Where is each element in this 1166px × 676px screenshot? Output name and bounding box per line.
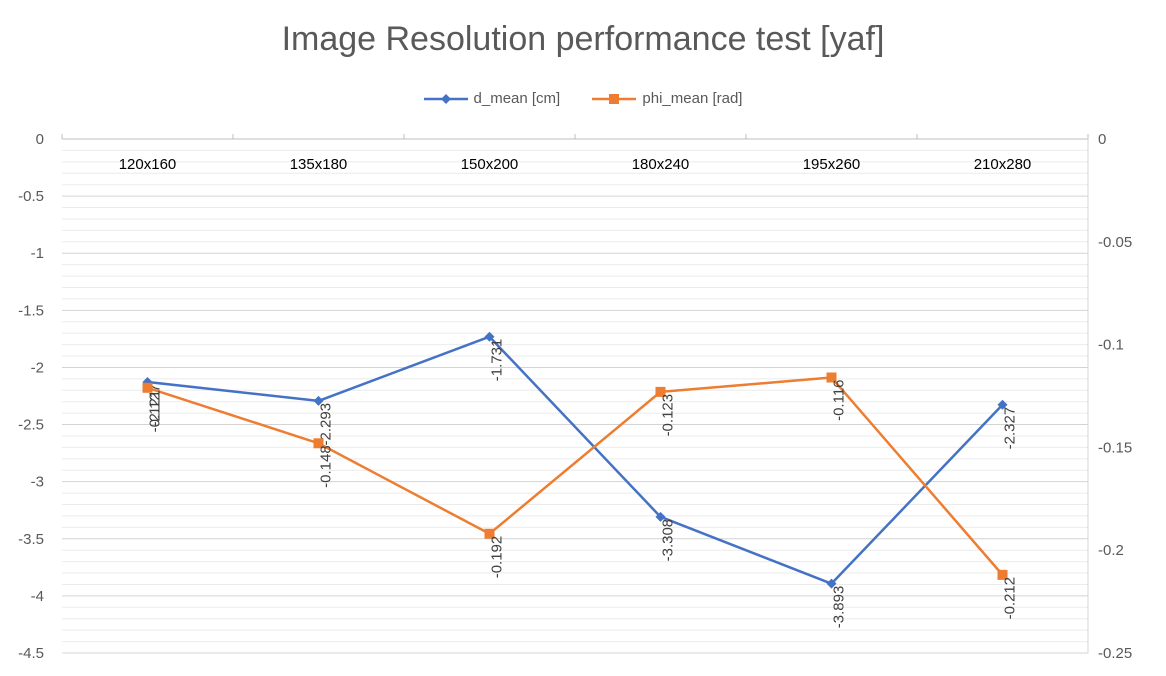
right-axis-tick-label: -0.1: [1098, 337, 1124, 354]
left-axis-tick-label: -1: [31, 245, 44, 262]
chart-title: Image Resolution performance test [yaf]: [281, 20, 885, 58]
data-label: -0.148: [318, 445, 335, 488]
data-label: -0.121: [147, 390, 164, 433]
left-axis-tick-label: -2: [31, 359, 44, 376]
data-point-marker: [655, 511, 666, 522]
category-label: 195x260: [803, 156, 861, 173]
left-axis-tick-label: -3: [31, 474, 44, 491]
left-axis-tick-label: 0: [36, 131, 44, 148]
data-label: -3.308: [660, 519, 677, 562]
data-point-marker: [313, 395, 324, 406]
series-line-1: [147, 376, 1004, 576]
left-axis-tick-label: -0.5: [18, 188, 44, 205]
left-axis-tick-label: -2.5: [18, 417, 44, 434]
data-point-marker: [997, 569, 1008, 580]
data-point-marker: [655, 386, 666, 397]
data-label: -2.327: [1002, 407, 1019, 450]
data-point-marker: [313, 438, 324, 449]
right-axis-tick-label: -0.05: [1098, 234, 1132, 251]
data-point-marker: [997, 399, 1008, 410]
left-axis-tick-label: -4: [31, 588, 44, 605]
data-label: -0.212: [1002, 577, 1019, 620]
right-axis-tick-label: -0.25: [1098, 645, 1132, 662]
data-point-marker: [484, 528, 495, 539]
legend-item-phi-mean: phi_mean [rad]: [592, 90, 742, 107]
left-axis-tick-label: -1.5: [18, 302, 44, 319]
category-label: 120x160: [119, 156, 177, 173]
series-line-0: [147, 335, 1004, 585]
data-label: -2.127: [147, 384, 164, 427]
right-axis-tick-label: -0.15: [1098, 439, 1132, 456]
legend: d_mean [cm] phi_mean [rad]: [0, 90, 1166, 109]
right-axis-tick-label: -0.2: [1098, 542, 1124, 559]
data-point-marker: [142, 382, 153, 393]
data-point-marker: [826, 578, 837, 589]
square-marker-icon: [592, 93, 637, 104]
category-label: 150x200: [461, 156, 519, 173]
category-label: 135x180: [290, 156, 348, 173]
data-point-marker: [484, 331, 495, 342]
category-label: 210x280: [974, 156, 1032, 173]
legend-label-phi-mean: phi_mean [rad]: [642, 90, 743, 107]
data-label: -0.123: [660, 394, 677, 437]
data-label: -3.893: [831, 586, 848, 629]
category-label: 180x240: [632, 156, 690, 173]
data-label: -2.293: [318, 403, 335, 446]
left-axis-tick-label: -4.5: [18, 645, 44, 662]
data-label: -0.192: [489, 536, 506, 579]
data-label: -1.731: [489, 339, 506, 382]
right-axis-tick-label: 0: [1098, 131, 1106, 148]
data-point-marker: [826, 372, 837, 383]
diamond-marker-icon: [423, 93, 468, 104]
data-label: -0.116: [831, 379, 848, 420]
legend-item-d-mean: d_mean [cm]: [423, 90, 561, 107]
left-axis-tick-label: -3.5: [18, 531, 44, 548]
legend-label-d-mean: d_mean [cm]: [473, 90, 561, 107]
